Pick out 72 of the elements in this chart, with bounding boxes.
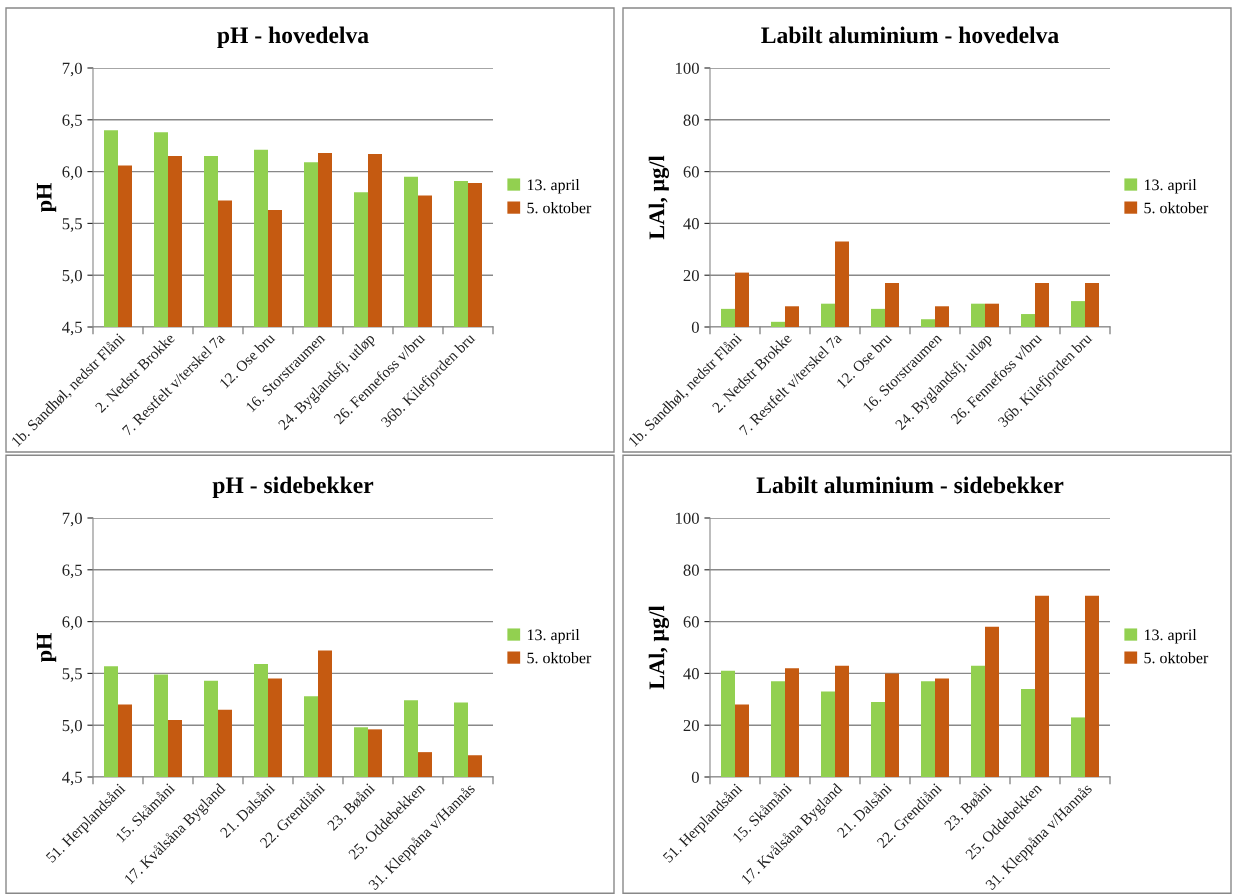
y-tick-label: 7,0 xyxy=(62,512,82,527)
y-tick-label: 7,0 xyxy=(62,62,82,77)
bar xyxy=(1021,314,1035,327)
y-tick-label: 6,0 xyxy=(62,616,82,630)
bar xyxy=(785,668,799,777)
bar xyxy=(885,282,899,327)
bar xyxy=(921,681,935,777)
bar xyxy=(1035,595,1049,777)
y-tick-label: 60 xyxy=(683,166,699,178)
bar xyxy=(885,673,899,777)
legend-label: 13. april xyxy=(1144,179,1197,194)
y-tick-label: 4,5 xyxy=(62,771,82,786)
y-axis-title: pH xyxy=(36,183,57,213)
chart-title: Labilt aluminium - sidebekker xyxy=(756,476,1064,494)
y-tick-label: 60 xyxy=(683,616,699,628)
bar xyxy=(771,681,785,777)
y-axis-title: LAl, µg/l xyxy=(648,605,670,690)
legend-label: 13. april xyxy=(1144,629,1197,644)
chart-title: Labilt aluminium - hovedelva xyxy=(761,26,1059,44)
bar xyxy=(835,665,849,777)
bar xyxy=(971,303,985,327)
legend-label: 5. oktober xyxy=(527,652,592,664)
bar xyxy=(771,321,785,327)
legend-label: 5. oktober xyxy=(1144,202,1209,214)
y-tick-label: 40 xyxy=(683,668,699,680)
bar xyxy=(1021,688,1035,777)
legend-label: 13. april xyxy=(527,179,580,194)
chart-title: pH - hovedelva xyxy=(217,26,369,49)
bar xyxy=(1035,282,1049,327)
bar xyxy=(935,306,949,327)
y-tick-label: 40 xyxy=(683,218,699,230)
bar xyxy=(985,303,999,327)
bar xyxy=(1085,282,1099,327)
bar xyxy=(721,308,735,327)
y-tick-label: 20 xyxy=(683,269,699,282)
y-tick-label: 80 xyxy=(683,114,699,126)
bar xyxy=(735,704,749,777)
chart-title: pH - sidebekker xyxy=(212,476,374,499)
bar xyxy=(785,306,799,327)
y-tick-label: 6,5 xyxy=(62,564,82,579)
bar xyxy=(871,308,885,327)
y-tick-label: 5,5 xyxy=(62,668,82,682)
bar xyxy=(721,670,735,777)
y-tick-label: 20 xyxy=(683,719,699,732)
y-tick-label: 0 xyxy=(691,321,699,333)
bar xyxy=(921,319,935,327)
bar xyxy=(985,626,999,777)
bar xyxy=(835,241,849,327)
y-tick-label: 6,0 xyxy=(62,166,82,180)
bar xyxy=(935,678,949,777)
y-tick-label: 4,5 xyxy=(62,321,82,336)
bar xyxy=(971,665,985,777)
legend-label: 5. oktober xyxy=(1144,652,1209,664)
bar xyxy=(735,272,749,327)
y-tick-label: 5,0 xyxy=(62,719,82,734)
y-tick-label: 5,5 xyxy=(62,218,82,232)
y-tick-label: 100 xyxy=(676,62,699,74)
y-tick-label: 80 xyxy=(683,564,699,576)
bar xyxy=(1085,595,1099,777)
y-tick-label: 6,5 xyxy=(62,114,82,129)
bar xyxy=(871,701,885,777)
bar xyxy=(821,691,835,777)
bar xyxy=(821,303,835,327)
bar xyxy=(1071,301,1085,327)
bar xyxy=(1071,717,1085,777)
y-tick-label: 0 xyxy=(691,771,699,783)
legend-label: 5. oktober xyxy=(527,202,592,214)
y-axis-title: pH xyxy=(36,633,57,663)
y-axis-title: LAl, µg/l xyxy=(648,155,670,240)
y-tick-label: 5,0 xyxy=(62,269,82,284)
legend-label: 13. april xyxy=(527,629,580,644)
y-tick-label: 100 xyxy=(676,512,699,524)
